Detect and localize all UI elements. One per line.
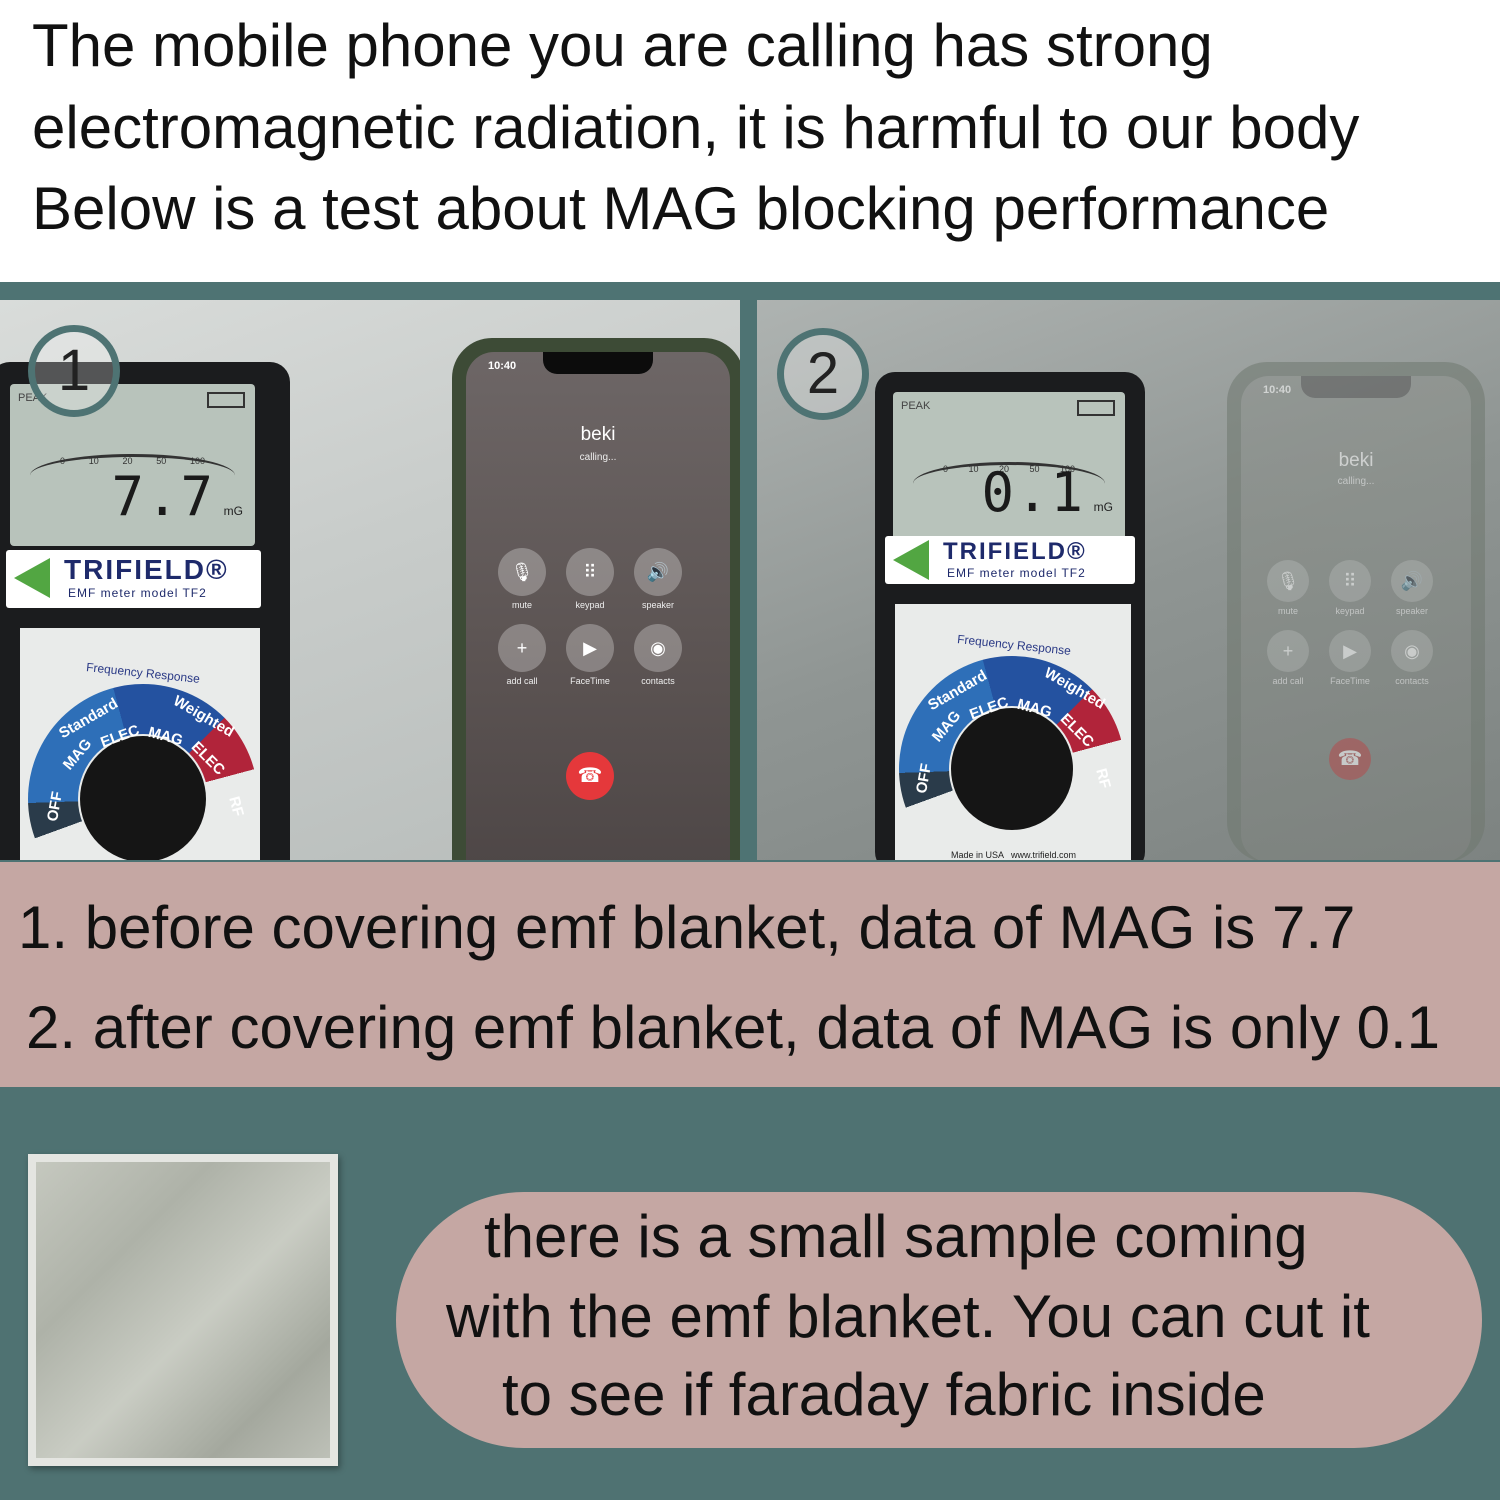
facetime-button[interactable]: ▶ <box>1329 630 1371 672</box>
lcd-unit: mG <box>223 504 243 518</box>
faraday-fabric-swatch <box>36 1162 330 1458</box>
dial-plate: Frequency Response Standard Weighted OFF… <box>895 604 1131 860</box>
phone-notch <box>1301 376 1411 398</box>
facetime-label: FaceTime <box>1330 676 1370 686</box>
brand-plate: TRIFIELD® EMF meter model TF2 <box>6 550 261 608</box>
lcd-tick: 10 <box>88 456 99 466</box>
speaker-label: speaker <box>641 600 675 610</box>
brand-name: TRIFIELD® <box>943 538 1087 565</box>
keypad-label: keypad <box>1335 606 1365 616</box>
caller-name: beki <box>580 424 616 445</box>
lcd-unit: mG <box>1093 500 1113 514</box>
lcd-arc <box>913 462 1105 505</box>
battery-icon <box>1077 400 1115 416</box>
trifield-logo-icon <box>893 540 929 580</box>
mode-dial-knob[interactable] <box>951 708 1073 830</box>
contacts-button[interactable]: ◉ <box>634 624 682 672</box>
lcd-peak-label: PEAK <box>901 400 931 412</box>
header-text-block: The mobile phone you are calling has str… <box>0 0 1500 282</box>
brand-name: TRIFIELD® <box>64 554 229 585</box>
lcd-tick: 50 <box>156 456 167 466</box>
freq-response-label: Frequency Response <box>85 660 201 686</box>
photo-before: PEAK 0 10 20 50 100 7.7 mG TRIFIELD® EMF… <box>0 300 740 860</box>
contacts-label: contacts <box>641 676 675 686</box>
end-call-button[interactable]: ☎ <box>566 752 614 800</box>
model-name: EMF meter model TF2 <box>68 586 207 600</box>
brand-plate: TRIFIELD® EMF meter model TF2 <box>885 536 1135 584</box>
mute-button[interactable]: 🎙 <box>498 548 546 596</box>
add-call-button[interactable]: + <box>498 624 546 672</box>
lcd-tick: 10 <box>968 464 979 474</box>
freq-response-label: Frequency Response <box>956 632 1072 658</box>
contacts-label: contacts <box>1395 676 1429 686</box>
add-call-button[interactable]: + <box>1267 630 1309 672</box>
emf-meter: PEAK 0 10 20 50 100 0.1 mG TRIFIELD® EMF… <box>875 372 1145 860</box>
lcd-reading: 7.7 <box>111 465 215 528</box>
model-name: EMF meter model TF2 <box>947 566 1086 580</box>
photo-after: PEAK 0 10 20 50 100 0.1 mG TRIFIELD® EMF… <box>757 300 1500 860</box>
battery-icon <box>207 392 245 408</box>
caption-before: 1. before covering emf blanket, data of … <box>18 894 1356 961</box>
phone-time: 10:40 <box>1263 384 1292 396</box>
facetime-button[interactable]: ▶ <box>566 624 614 672</box>
phone-time: 10:40 <box>488 360 517 372</box>
dial-plate: Frequency Response Standard Weighted OFF… <box>20 628 260 860</box>
lcd-tick: 100 <box>189 456 205 466</box>
trifield-logo-icon <box>14 558 50 598</box>
results-band <box>0 862 1500 1087</box>
phone-screen: 10:40 beki calling... 🎙 ⠿ 🔊 mute keypad … <box>466 352 730 860</box>
mute-label: mute <box>511 600 532 610</box>
header-line-1: The mobile phone you are calling has str… <box>32 12 1213 79</box>
contacts-button[interactable]: ◉ <box>1391 630 1433 672</box>
call-status: calling... <box>1337 476 1375 487</box>
add-call-label: add call <box>1272 676 1304 686</box>
caption-after: 2. after covering emf blanket, data of M… <box>26 994 1441 1061</box>
header-line-3: Below is a test about MAG blocking perfo… <box>32 175 1330 242</box>
lcd-arc <box>30 454 235 497</box>
header-line-2: electromagnetic radiation, it is harmful… <box>32 94 1360 161</box>
mute-label: mute <box>1277 606 1298 616</box>
lcd-tick: 50 <box>1029 464 1040 474</box>
keypad-button[interactable]: ⠿ <box>1329 560 1371 602</box>
smartphone-covered: 10:40 beki calling... 🎙 ⠿ 🔊 mute keypad … <box>1227 362 1485 860</box>
lcd-scale: 0 10 20 50 100 <box>60 456 205 466</box>
note-line-3: to see if faraday fabric inside <box>502 1361 1266 1428</box>
phone-screen: 10:40 beki calling... 🎙 ⠿ 🔊 mute keypad … <box>1241 376 1471 860</box>
caller-name: beki <box>1338 450 1374 471</box>
meter-footer: Made in USA www.trifield.com <box>951 850 1077 860</box>
speaker-button[interactable]: 🔊 <box>1391 560 1433 602</box>
mute-button[interactable]: 🎙 <box>1267 560 1309 602</box>
mode-dial-knob[interactable] <box>80 736 206 860</box>
smartphone: 10:40 beki calling... 🎙 ⠿ 🔊 mute keypad … <box>452 338 740 860</box>
end-call-button[interactable]: ☎ <box>1329 738 1371 780</box>
sample-note-pill <box>396 1192 1482 1448</box>
lcd-reading: 0.1 <box>981 461 1085 524</box>
keypad-button[interactable]: ⠿ <box>566 548 614 596</box>
lcd-tick: 0 <box>943 464 949 474</box>
note-line-1: there is a small sample coming <box>484 1203 1308 1270</box>
lcd-scale: 0 10 20 50 100 <box>943 464 1075 474</box>
lcd-tick: 0 <box>60 456 66 466</box>
fabric-sample-photo <box>28 1154 338 1466</box>
emf-meter: PEAK 0 10 20 50 100 7.7 mG TRIFIELD® EMF… <box>0 362 290 860</box>
facetime-label: FaceTime <box>570 676 610 686</box>
phone-notch <box>543 352 653 374</box>
add-call-label: add call <box>506 676 538 686</box>
keypad-label: keypad <box>575 600 605 610</box>
call-status: calling... <box>579 452 617 463</box>
lcd-tick: 20 <box>122 456 133 466</box>
lcd-tick: 100 <box>1059 464 1075 474</box>
speaker-label: speaker <box>1395 606 1429 616</box>
step-badge-2: 2 <box>777 328 869 420</box>
speaker-button[interactable]: 🔊 <box>634 548 682 596</box>
note-line-2: with the emf blanket. You can cut it <box>446 1283 1370 1350</box>
meter-lcd: PEAK 0 10 20 50 100 0.1 mG <box>893 392 1125 542</box>
step-badge-1: 1 <box>28 325 120 417</box>
lcd-tick: 20 <box>998 464 1009 474</box>
